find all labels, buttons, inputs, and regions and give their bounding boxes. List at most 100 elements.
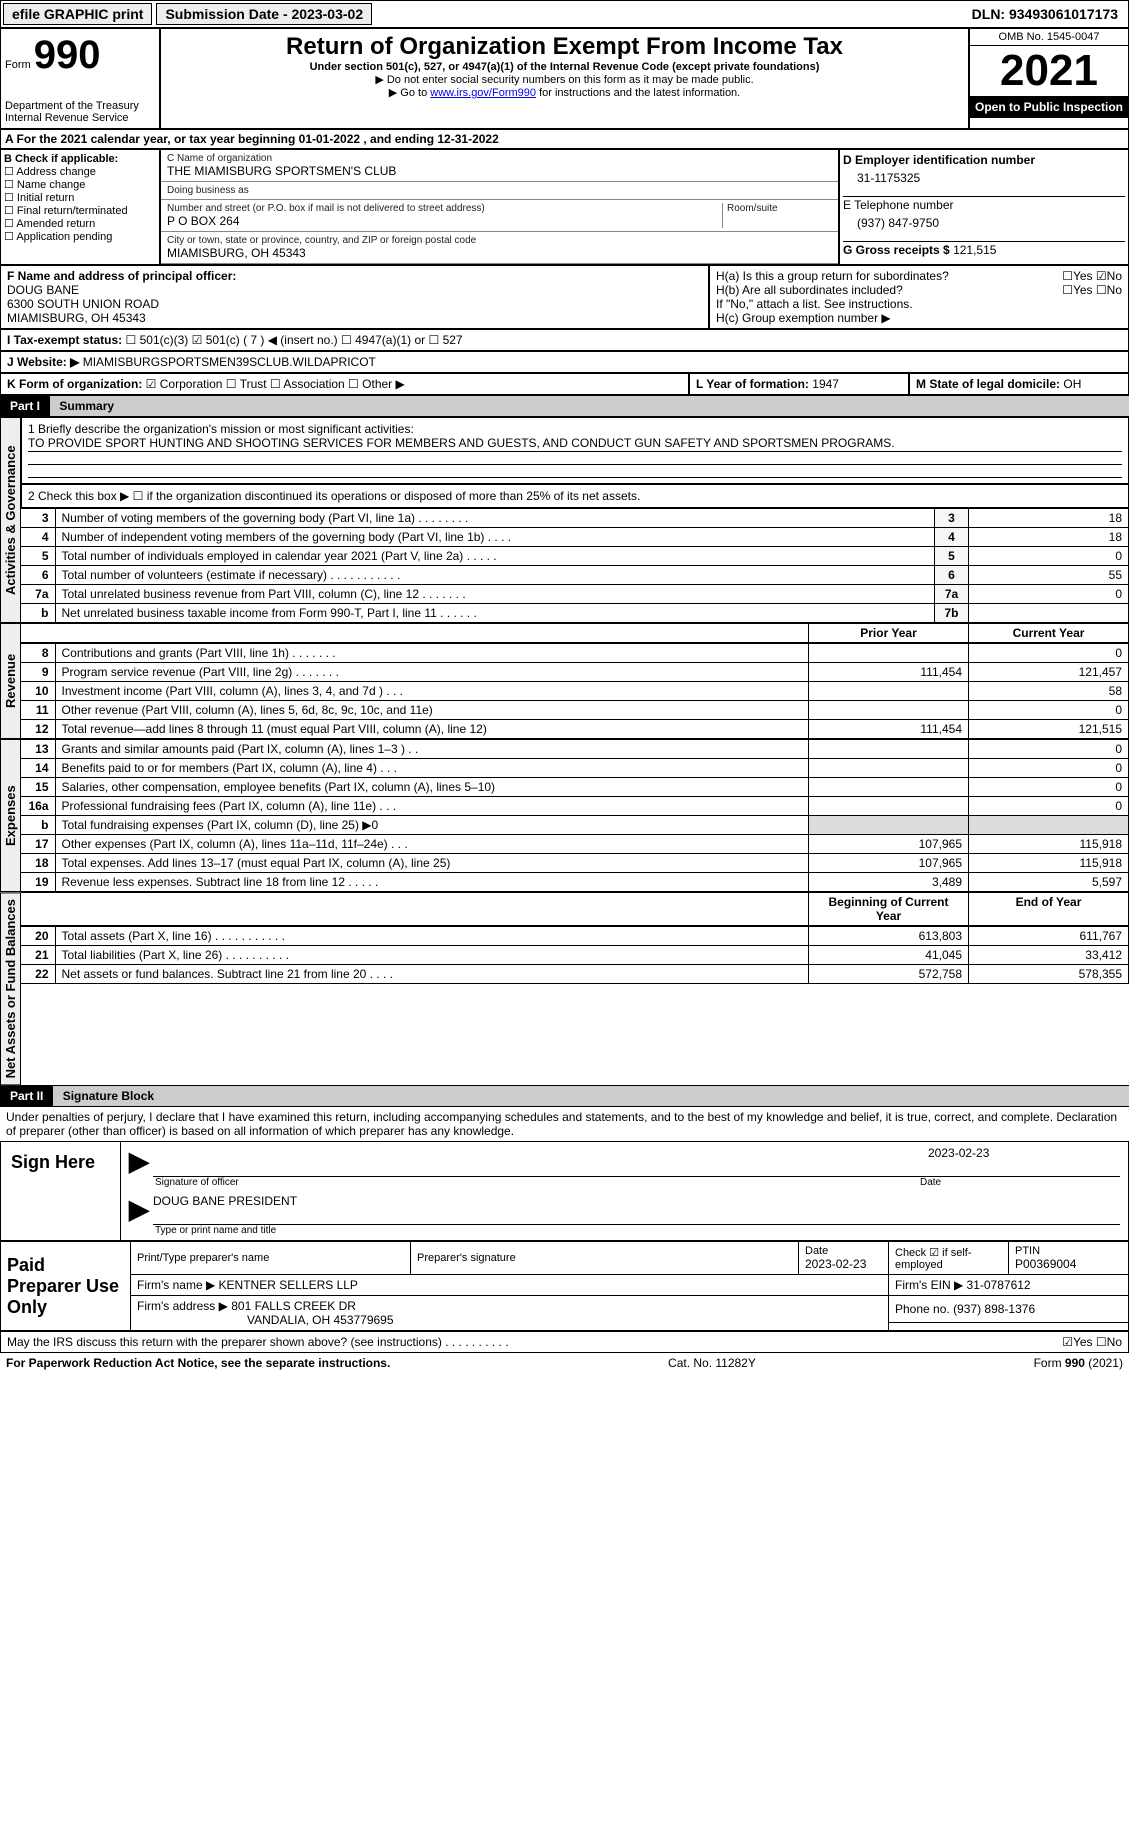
assoc[interactable]: Association: [283, 377, 344, 391]
hb-no[interactable]: No: [1107, 283, 1122, 297]
year-formation-label: L Year of formation:: [696, 377, 809, 391]
box-b-label: B Check if applicable:: [4, 153, 156, 165]
discuss-yes[interactable]: Yes: [1073, 1335, 1093, 1349]
501c[interactable]: 501(c) ( 7 ) ◀ (insert no.): [206, 333, 338, 347]
side-activities-governance: Activities & Governance: [0, 417, 21, 623]
submission-date-button[interactable]: Submission Date - 2023-03-02: [156, 3, 372, 25]
discuss-question: May the IRS discuss this return with the…: [7, 1335, 509, 1349]
open-to-public: Open to Public Inspection: [970, 96, 1128, 118]
gross-value: 121,515: [953, 243, 996, 257]
other[interactable]: Other ▶: [362, 377, 405, 391]
lbl-final-return: Final return/terminated: [17, 205, 128, 217]
hb-row: H(b) Are all subordinates included? ☐Yes…: [716, 283, 1122, 297]
501c3[interactable]: 501(c)(3): [140, 333, 189, 347]
arrow-icon-2: ▶: [129, 1194, 153, 1225]
form-number: 990: [34, 33, 101, 77]
box-h: H(a) Is this a group return for subordin…: [709, 265, 1129, 329]
lbl-address-change: Address change: [16, 166, 96, 178]
ein-value: 31-1175325: [843, 167, 1125, 195]
part2-bar: Part II Signature Block: [0, 1085, 1129, 1107]
part1-bar: Part I Summary: [0, 395, 1129, 417]
sign-here-block: Sign Here ▶ 2023-02-23 Signature of offi…: [0, 1141, 1129, 1241]
firm-addr2: VANDALIA, OH 453779695: [137, 1313, 394, 1327]
box-c: C Name of organization THE MIAMISBURG SP…: [160, 149, 839, 265]
lbl-application-pending: Application pending: [16, 231, 112, 243]
header-right: OMB No. 1545-0047 2021 Open to Public In…: [969, 28, 1129, 129]
gross-receipts: G Gross receipts $ 121,515: [843, 243, 1125, 257]
line2: 2 Check this box ▶ ☐ if the organization…: [21, 484, 1129, 508]
firm-name: KENTNER SELLERS LLP: [219, 1278, 358, 1292]
irs-link[interactable]: www.irs.gov/Form990: [430, 87, 536, 99]
box-l: L Year of formation: 1947: [689, 373, 909, 395]
prior-year-hdr: Prior Year: [809, 624, 969, 643]
discuss-no[interactable]: No: [1107, 1335, 1122, 1349]
domicile-value: OH: [1063, 377, 1081, 391]
chk-application-pending[interactable]: ☐ Application pending: [4, 230, 156, 243]
penalty-text: Under penalties of perjury, I declare th…: [0, 1107, 1129, 1141]
firm-phone-label: Phone no.: [895, 1302, 950, 1316]
header-sub3: ▶ Go to www.irs.gov/Form990 for instruct…: [165, 86, 964, 99]
section-a-period: A For the 2021 calendar year, or tax yea…: [0, 129, 1129, 149]
header-left: Form 990 Department of the Treasury Inte…: [0, 28, 160, 129]
prep-date: 2023-02-23: [805, 1257, 882, 1271]
box-f: F Name and address of principal officer:…: [0, 265, 709, 329]
dba-label: Doing business as: [167, 185, 832, 196]
prep-self-employed[interactable]: Check ☑ if self-employed: [895, 1246, 1002, 1271]
governance-table: 3Number of voting members of the governi…: [21, 508, 1129, 623]
form-org-label: K Form of organization:: [7, 377, 142, 391]
officer-signature-field[interactable]: [153, 1146, 920, 1164]
paid-preparer-block: Paid Preparer Use Only Print/Type prepar…: [0, 1241, 1129, 1331]
domicile-label: M State of legal domicile:: [916, 377, 1060, 391]
chk-amended-return[interactable]: ☐ Amended return: [4, 217, 156, 230]
efile-graphic-print-button[interactable]: efile GRAPHIC print: [3, 3, 152, 25]
chk-name-change[interactable]: ☐ Name change: [4, 178, 156, 191]
prep-date-hdr: Date: [805, 1245, 882, 1257]
header-sub2: ▶ Do not enter social security numbers o…: [165, 73, 964, 86]
year-formation-value: 1947: [812, 377, 839, 391]
chk-final-return[interactable]: ☐ Final return/terminated: [4, 204, 156, 217]
street-label: Number and street (or P.O. box if mail i…: [167, 203, 722, 214]
firm-addr-label: Firm's address ▶: [137, 1299, 228, 1313]
header-mid: Return of Organization Exempt From Incom…: [160, 28, 969, 129]
ha-no[interactable]: No: [1107, 269, 1122, 283]
h-note: If "No," attach a list. See instructions…: [716, 297, 1122, 311]
revenue-table: 8Contributions and grants (Part VIII, li…: [21, 643, 1129, 739]
chk-address-change[interactable]: ☐ Address change: [4, 165, 156, 178]
527[interactable]: 527: [443, 333, 463, 347]
gross-label: G Gross receipts $: [843, 243, 950, 257]
officer-addr2: MIAMISBURG, OH 45343: [7, 311, 702, 325]
trust[interactable]: Trust: [240, 377, 267, 391]
firm-addr1: 801 FALLS CREEK DR: [231, 1299, 356, 1313]
print-name-label: Type or print name and title: [155, 1225, 276, 1236]
net-assets-table: 20Total assets (Part X, line 16) . . . .…: [21, 926, 1129, 984]
officer-addr1: 6300 SOUTH UNION ROAD: [7, 297, 702, 311]
part1-hdr: Part I: [0, 396, 50, 416]
end-year-hdr: End of Year: [969, 893, 1129, 926]
begin-year-hdr: Beginning of Current Year: [809, 893, 969, 926]
street-value: P O BOX 264: [167, 214, 722, 228]
sub3-post: for instructions and the latest informat…: [536, 87, 740, 99]
officer-print-name: DOUG BANE PRESIDENT: [153, 1194, 1120, 1225]
ptin-hdr: PTIN: [1015, 1245, 1122, 1257]
part2-title: Signature Block: [57, 1089, 154, 1103]
firm-ein: 31-0787612: [967, 1278, 1031, 1292]
page-footer: For Paperwork Reduction Act Notice, see …: [0, 1353, 1129, 1373]
4947a1[interactable]: 4947(a)(1) or: [355, 333, 425, 347]
corp[interactable]: Corporation: [160, 377, 223, 391]
ha-yes[interactable]: Yes: [1073, 269, 1093, 283]
part2-hdr: Part II: [0, 1086, 53, 1106]
sign-date: 2023-02-23: [928, 1146, 1120, 1160]
hc-row: H(c) Group exemption number ▶: [716, 311, 1122, 325]
hb-yes[interactable]: Yes: [1073, 283, 1093, 297]
arrow-icon: ▶: [129, 1146, 153, 1177]
form-word: Form: [5, 59, 31, 71]
lbl-initial-return: Initial return: [17, 192, 74, 204]
box-b: B Check if applicable: ☐ Address change …: [0, 149, 160, 265]
box-j: J Website: ▶ MIAMISBURGSPORTSMEN39SCLUB.…: [0, 351, 1129, 373]
officer-name: DOUG BANE: [7, 283, 702, 297]
form-title: Return of Organization Exempt From Incom…: [165, 33, 964, 61]
ha-label: H(a) Is this a group return for subordin…: [716, 269, 949, 283]
header-sub1: Under section 501(c), 527, or 4947(a)(1)…: [165, 61, 964, 73]
topbar: efile GRAPHIC print Submission Date - 20…: [0, 0, 1129, 28]
chk-initial-return[interactable]: ☐ Initial return: [4, 191, 156, 204]
